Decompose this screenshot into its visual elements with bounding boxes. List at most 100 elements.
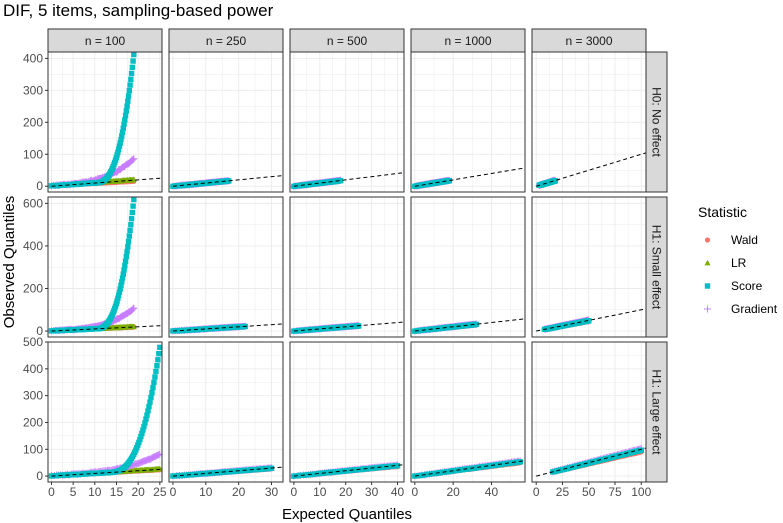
- x-tick-label: 75: [608, 485, 622, 499]
- score-point: [128, 221, 134, 228]
- score-point: [116, 289, 123, 295]
- column-strip-label: n = 250: [206, 34, 247, 48]
- score-point: [586, 317, 592, 324]
- score-point: [115, 149, 121, 155]
- reference-line: [172, 175, 283, 187]
- x-tick-label: 0: [411, 485, 418, 499]
- score-point: [150, 384, 156, 391]
- panel-r2-c1: 0 200 400 600: [23, 196, 163, 338]
- score-point: [140, 427, 146, 433]
- panel-r3-c3: 0 10 20 30 40: [289, 341, 405, 499]
- panel-grid: [532, 342, 646, 482]
- column-strip-3: n = 500: [289, 28, 405, 53]
- legend-item-wald: Wald: [699, 231, 758, 248]
- x-tick-label: 20: [131, 485, 145, 499]
- reference-line: [536, 308, 646, 332]
- score-point: [135, 442, 141, 448]
- score-point: [122, 258, 129, 264]
- score-point: [125, 98, 131, 104]
- panel-border: [289, 196, 405, 338]
- score-point: [115, 295, 121, 301]
- score-point: [127, 82, 133, 88]
- score-point: [119, 275, 126, 281]
- score-point: [118, 282, 124, 289]
- score-point: [120, 271, 126, 277]
- legend-title: Statistic: [698, 204, 747, 220]
- x-tick-label: 25: [153, 485, 167, 499]
- legend-label: LR: [731, 256, 747, 270]
- score-point: [148, 394, 154, 401]
- x-tick-label: 0: [170, 485, 177, 499]
- score-point: [129, 209, 136, 216]
- panel-grid: [532, 197, 646, 337]
- column-strip-label: n = 100: [85, 34, 126, 48]
- panel-r1-c5: [531, 51, 647, 193]
- reference-line: [293, 321, 404, 332]
- panel-border: [168, 341, 284, 483]
- y-tick-label: 600: [23, 196, 43, 210]
- column-strip-2: n = 250: [168, 28, 284, 53]
- gradient-point: [129, 305, 137, 313]
- gradient-point: [704, 305, 711, 313]
- wald-point: [704, 237, 711, 243]
- y-tick-label: 400: [23, 362, 43, 376]
- score-point: [117, 286, 123, 292]
- x-tick-label: 20: [446, 485, 460, 499]
- score-point: [291, 473, 297, 479]
- x-tick-label: 10: [313, 485, 327, 499]
- panel-border: [47, 196, 163, 338]
- score-point: [416, 472, 422, 479]
- score-point: [145, 408, 151, 414]
- x-tick-label: 30: [265, 485, 279, 499]
- panel-r2-c4: [410, 196, 526, 338]
- score-point: [337, 177, 344, 184]
- panel-r2-c3: [289, 196, 405, 338]
- gradient-point: [130, 155, 138, 163]
- score-point: [552, 177, 558, 184]
- score-point: [151, 379, 157, 386]
- panel-grid: [290, 52, 404, 192]
- score-point: [125, 243, 131, 250]
- score-point: [473, 321, 479, 328]
- y-tick-label: 200: [23, 281, 43, 295]
- score-point: [114, 152, 120, 158]
- y-tick-label: 0: [36, 179, 43, 193]
- column-strip-4: n = 1000: [410, 28, 526, 53]
- score-point: [115, 146, 122, 153]
- gradient-point: [129, 156, 137, 164]
- score-point: [123, 108, 130, 114]
- y-tick-label: 400: [23, 51, 43, 65]
- score-point: [128, 215, 135, 222]
- x-tick-label: 50: [582, 485, 596, 499]
- reference-line: [536, 152, 646, 187]
- panel-grid: [532, 52, 646, 192]
- panel-border: [531, 51, 647, 193]
- panel-grid: [169, 342, 283, 482]
- panel-border: [168, 196, 284, 338]
- x-tick-label: 30: [365, 485, 379, 499]
- x-axis-title: Expected Quantiles: [282, 506, 412, 523]
- score-point: [121, 121, 127, 127]
- score-point: [131, 52, 137, 58]
- y-tick-label: 200: [23, 115, 43, 129]
- column-strip-label: n = 3000: [565, 34, 612, 48]
- score-point: [114, 298, 120, 304]
- score-point: [149, 389, 155, 396]
- reference-line: [414, 167, 525, 187]
- legend-label: Score: [731, 279, 763, 293]
- score-point: [130, 58, 136, 64]
- score-point: [394, 463, 401, 469]
- lr-point: [704, 259, 711, 266]
- legend: Statistic Wald LR Score Gradient: [698, 204, 778, 317]
- x-tick-label: 5: [70, 485, 77, 499]
- score-point: [157, 344, 162, 351]
- score-point: [128, 76, 134, 83]
- x-tick-label: 0: [48, 485, 55, 499]
- gradient-point: [155, 451, 162, 459]
- panel-border: [410, 51, 526, 193]
- score-point: [123, 253, 130, 260]
- y-tick-label: 100: [23, 147, 43, 161]
- panel-border: [168, 51, 284, 193]
- score-point: [125, 93, 132, 99]
- score-point: [137, 436, 143, 443]
